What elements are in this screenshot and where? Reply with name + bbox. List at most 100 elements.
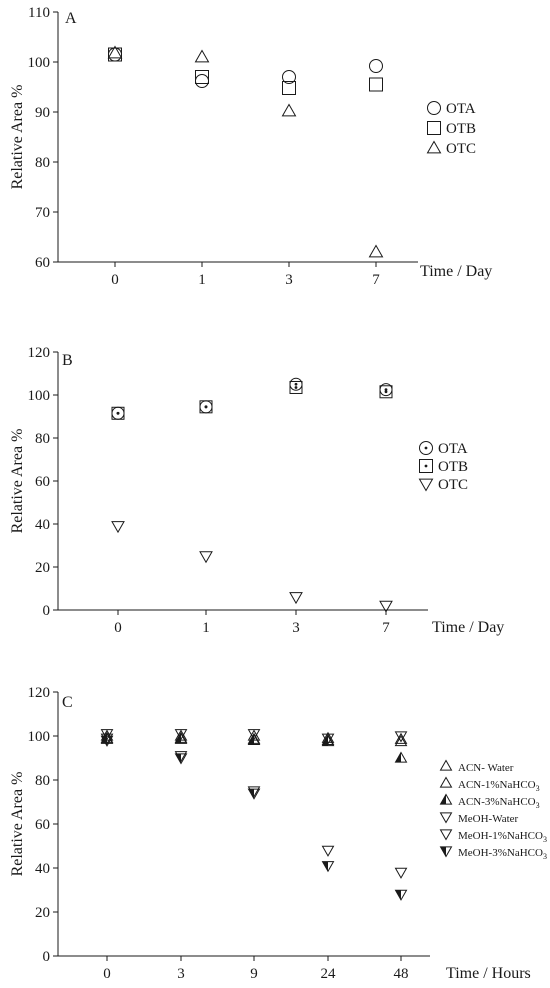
- legend-label: MeOH-1%NaHCO3: [458, 830, 547, 844]
- y-tick-label: 70: [35, 205, 50, 221]
- chart-panel-b: B 0 20 40 60 80 100 120 0 1 3 7 Time / Day Relative A…: [9, 345, 504, 636]
- y-axis-title: Relative Area %: [9, 85, 26, 190]
- chart-panel-c: C 0 20 40 60 80 100 120 0 3 9 24 48 Time / Hours Relat…: [9, 685, 547, 982]
- legend-marker: [439, 846, 453, 858]
- legend-label-main: ACN-3%NaHCO: [458, 796, 536, 808]
- legend-item: OTA: [419, 441, 468, 457]
- x-axis-title: Time / Hours: [446, 965, 531, 982]
- panel-label: B: [62, 352, 73, 369]
- data-point: [368, 244, 384, 258]
- legend-marker: [418, 478, 434, 492]
- x-tick-label: 0: [114, 620, 122, 636]
- legend-item: MeOH-3%NaHCO3: [439, 846, 547, 861]
- panel-label: A: [65, 10, 77, 27]
- x-tick-label: 1: [198, 272, 206, 288]
- legend-item: ACN-3%NaHCO3: [439, 793, 540, 810]
- y-tick-label: 0: [43, 603, 51, 619]
- y-tick-label: 40: [35, 861, 50, 877]
- data-point: [289, 592, 303, 605]
- y-axis-title: Relative Area %: [9, 772, 26, 877]
- legend-label-main: MeOH-3%NaHCO: [458, 847, 543, 859]
- legend-marker: [439, 776, 453, 788]
- data-point: [282, 81, 296, 95]
- data-point: [108, 47, 122, 62]
- legend-item: ACN- Water: [439, 759, 514, 774]
- data-point: [394, 867, 408, 879]
- y-tick-label: 80: [35, 431, 50, 447]
- legend-label: ACN- Water: [458, 762, 514, 774]
- legend-item: OTB: [419, 459, 468, 475]
- legend-label: ACN-3%NaHCO3: [458, 796, 540, 810]
- y-tick-label: 80: [35, 773, 50, 789]
- y-tick-label: 60: [35, 255, 50, 271]
- data-point: [369, 59, 383, 73]
- legend-label: OTA: [438, 441, 468, 457]
- legend-item: OTA: [427, 101, 476, 117]
- y-axis-title: Relative Area %: [9, 429, 26, 534]
- x-axis-title: Time / Day: [420, 263, 492, 280]
- legend-label: MeOH-3%NaHCO3: [458, 847, 547, 861]
- panel-label: C: [62, 694, 73, 711]
- legend-label: OTB: [438, 459, 468, 475]
- legend-item: MeOH-1%NaHCO3: [439, 829, 547, 844]
- x-tick-label: 24: [321, 966, 337, 982]
- y-tick-label: 120: [28, 345, 51, 361]
- x-tick-label: 9: [250, 966, 258, 982]
- y-tick-label: 60: [35, 474, 50, 490]
- data-point: [281, 103, 297, 117]
- x-tick-label: 0: [103, 966, 111, 982]
- y-tick-label: 120: [28, 685, 51, 701]
- data-point: [195, 70, 209, 84]
- data-point: [394, 732, 408, 744]
- legend-marker: [427, 101, 441, 115]
- data-point: [111, 406, 125, 420]
- legend-label-sub: 3: [536, 801, 540, 810]
- legend-label-main: MeOH-Water: [458, 813, 519, 825]
- legend-item: OTC: [426, 140, 476, 157]
- legend-marker: [439, 793, 453, 805]
- legend-item: MeOH-Water: [439, 812, 519, 825]
- chart-panel-a: A 60 70 80 90 100 110 0 1 3 7 Time / Day Relative Ar…: [9, 5, 492, 288]
- legend: ACN- WaterACN-1%NaHCO3ACN-3%NaHCO3MeOH-W…: [439, 759, 547, 861]
- data-point: [289, 380, 303, 394]
- legend-label-sub: 3: [536, 784, 540, 793]
- legend-label: OTC: [446, 141, 476, 157]
- legend-marker: [419, 459, 433, 473]
- data-point: [247, 729, 261, 741]
- legend-label: OTA: [446, 101, 476, 117]
- legend-label: OTC: [438, 477, 468, 493]
- y-tick-label: 80: [35, 155, 50, 171]
- data-point: [247, 788, 261, 800]
- data-point: [394, 751, 408, 763]
- y-tick-label: 60: [35, 817, 50, 833]
- data-point: [379, 600, 393, 613]
- legend-marker: [439, 759, 453, 771]
- legend-label-sub: 3: [543, 835, 547, 844]
- y-tick-label: 20: [35, 905, 50, 921]
- y-tick-label: 0: [43, 949, 51, 965]
- data-point: [107, 45, 123, 59]
- data-point: [174, 729, 188, 741]
- y-tick-label: 110: [28, 5, 50, 21]
- legend: OTA OTB OTC: [418, 441, 468, 493]
- data-point: [282, 70, 296, 84]
- legend-label: MeOH-Water: [458, 813, 519, 825]
- x-axis-title: Time / Day: [432, 619, 504, 636]
- legend-item: OTC: [418, 477, 468, 493]
- data-point: [111, 521, 125, 534]
- data-point: [174, 753, 188, 765]
- legend-label: OTB: [446, 121, 476, 137]
- x-tick-label: 3: [292, 620, 300, 636]
- data-point: [321, 733, 335, 745]
- data-point: [100, 735, 114, 747]
- data-point: [394, 731, 408, 743]
- legend-label-main: MeOH-1%NaHCO: [458, 830, 543, 842]
- legend-marker: [427, 121, 441, 135]
- legend-marker: [426, 140, 442, 154]
- data-point: [194, 49, 210, 63]
- x-tick-label: 0: [111, 272, 119, 288]
- data-point: [195, 74, 209, 88]
- data-point: [199, 551, 213, 564]
- data-point: [321, 845, 335, 857]
